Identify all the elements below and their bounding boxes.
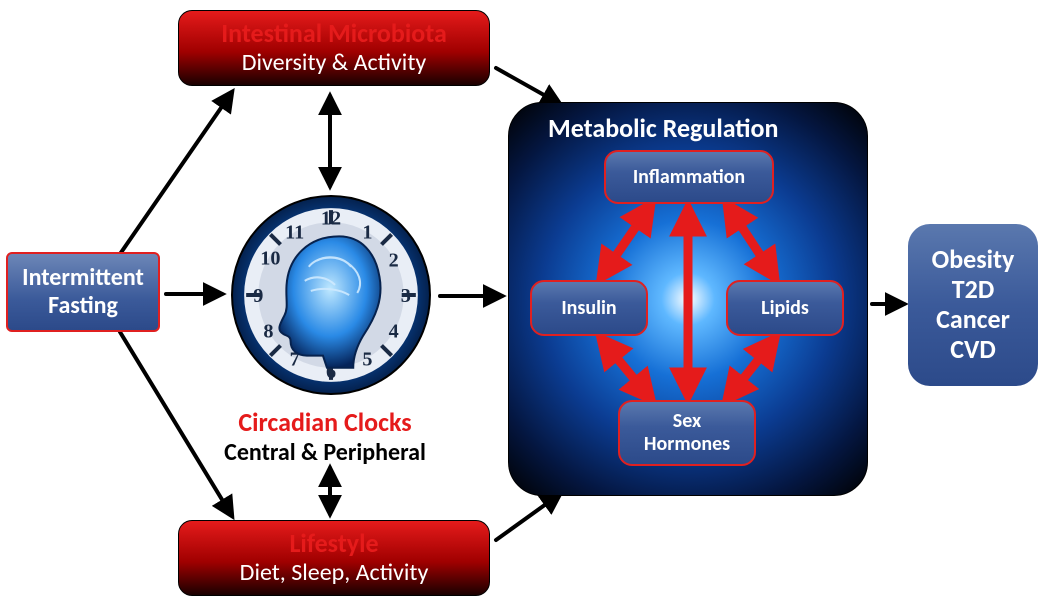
insulin-label: Insulin bbox=[561, 297, 616, 320]
microbiota-sub: Diversity & Activity bbox=[242, 49, 426, 77]
diagram-stage: Intermittent Fasting Intestinal Microbio… bbox=[0, 0, 1050, 609]
node-insulin: Insulin bbox=[530, 280, 648, 336]
svg-text:3: 3 bbox=[401, 285, 411, 307]
outcome-4: CVD bbox=[950, 335, 996, 365]
node-lipids: Lipids bbox=[726, 280, 844, 336]
svg-text:11: 11 bbox=[285, 221, 304, 243]
microbiota-title: Intestinal Microbiota bbox=[221, 19, 447, 49]
node-sex-hormones: Sex Hormones bbox=[618, 400, 756, 466]
svg-text:8: 8 bbox=[263, 320, 273, 342]
node-lifestyle: Lifestyle Diet, Sleep, Activity bbox=[178, 520, 490, 596]
if-line2: Fasting bbox=[48, 292, 118, 320]
svg-text:10: 10 bbox=[260, 248, 280, 270]
circadian-title: Circadian Clocks bbox=[180, 406, 470, 438]
circadian-label: Circadian Clocks Central & Peripheral bbox=[180, 406, 470, 467]
svg-text:9: 9 bbox=[253, 285, 263, 307]
node-microbiota: Intestinal Microbiota Diversity & Activi… bbox=[178, 10, 490, 86]
arrow-lifestyle-to-metab bbox=[496, 494, 560, 540]
outcome-3: Cancer bbox=[936, 305, 1010, 335]
svg-text:5: 5 bbox=[362, 349, 372, 371]
arrow-if-to-microbiota bbox=[120, 92, 232, 254]
sexh-line2: Hormones bbox=[644, 433, 730, 456]
svg-text:4: 4 bbox=[389, 320, 399, 342]
svg-text:12: 12 bbox=[321, 207, 341, 229]
lifestyle-title: Lifestyle bbox=[289, 529, 378, 559]
clock-svg: 12 3 6 9 1 2 4 5 7 8 10 11 bbox=[230, 194, 432, 396]
metabolic-title: Metabolic Regulation bbox=[548, 112, 778, 144]
if-line1: Intermittent bbox=[22, 264, 144, 292]
node-outcomes: Obesity T2D Cancer CVD bbox=[908, 224, 1038, 386]
svg-text:1: 1 bbox=[362, 221, 372, 243]
circadian-sub: Central & Peripheral bbox=[180, 438, 470, 467]
arrow-microbiota-to-metab bbox=[496, 68, 560, 104]
inflammation-label: Inflammation bbox=[633, 166, 745, 189]
sexh-line1: Sex bbox=[673, 410, 701, 433]
circadian-clock-graphic: 12 3 6 9 1 2 4 5 7 8 10 11 bbox=[230, 194, 432, 396]
node-inflammation: Inflammation bbox=[604, 150, 774, 204]
node-intermittent-fasting: Intermittent Fasting bbox=[6, 252, 160, 332]
svg-text:2: 2 bbox=[389, 250, 399, 272]
outcome-2: T2D bbox=[952, 275, 994, 305]
lipids-label: Lipids bbox=[761, 297, 809, 320]
lifestyle-sub: Diet, Sleep, Activity bbox=[240, 559, 429, 587]
outcome-1: Obesity bbox=[932, 245, 1015, 275]
